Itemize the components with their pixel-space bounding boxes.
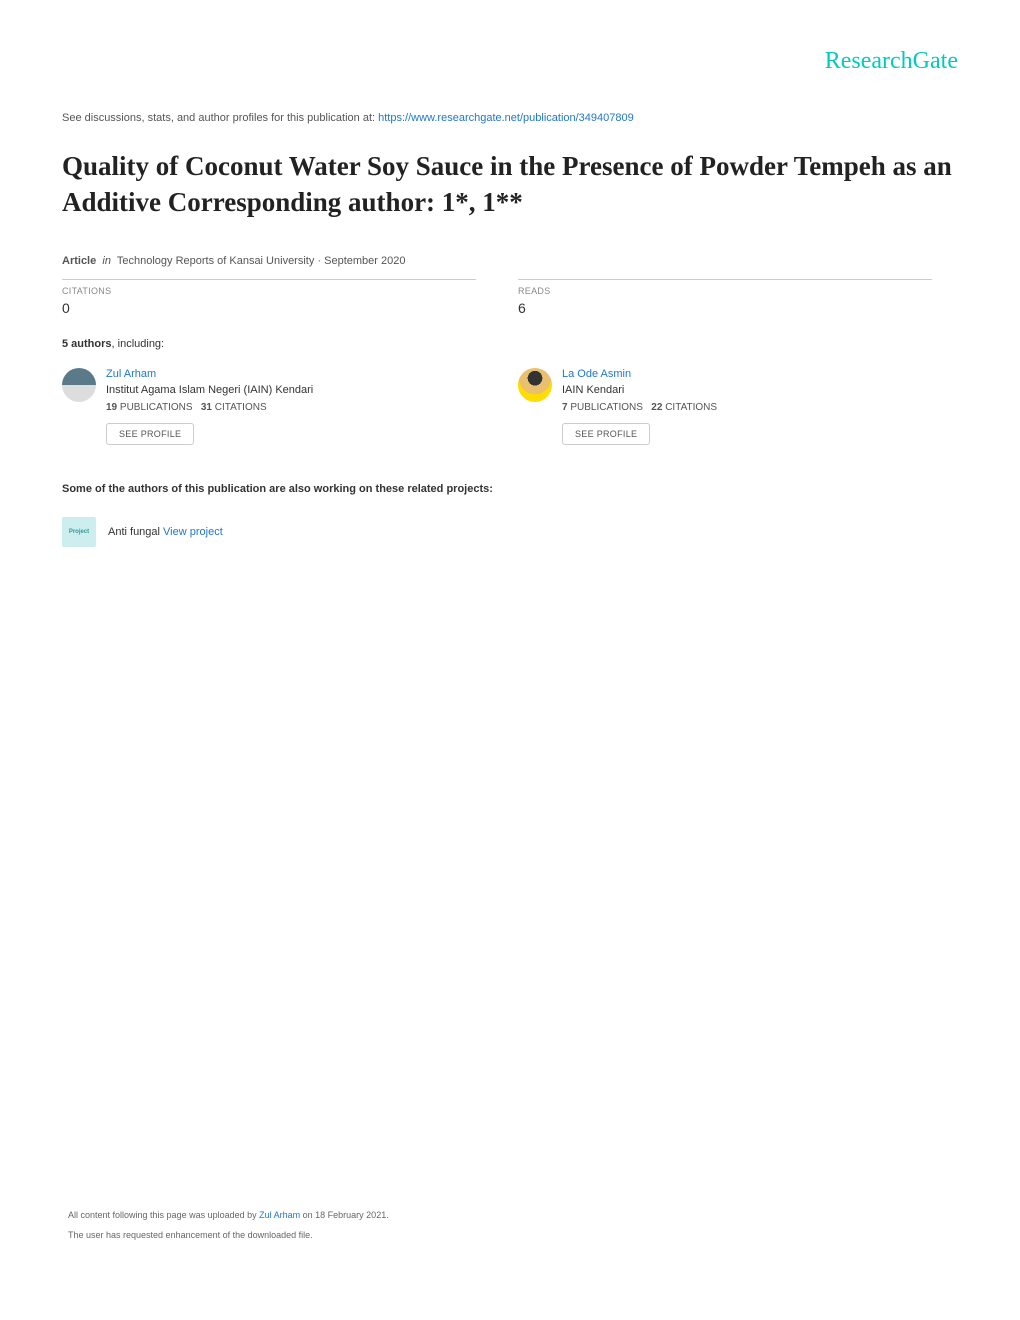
- authors-count-line: 5 authors, including:: [62, 338, 958, 350]
- footer-upload-line: All content following this page was uplo…: [68, 1210, 389, 1220]
- project-name: Anti fungal: [108, 526, 163, 538]
- reads-label: READS: [518, 286, 932, 296]
- author-cits-label: CITATIONS: [665, 402, 717, 413]
- author-info: La Ode Asmin IAIN Kendari 7 PUBLICATIONS…: [562, 368, 717, 445]
- author-metrics: 19 PUBLICATIONS 31 CITATIONS: [106, 402, 313, 413]
- main-content: See discussions, stats, and author profi…: [62, 112, 958, 547]
- footer-enhancement-line: The user has requested enhancement of th…: [68, 1230, 313, 1240]
- citations-column: CITATIONS 0: [62, 279, 476, 316]
- project-row: Project Anti fungal View project: [62, 517, 958, 547]
- divider: [518, 279, 932, 280]
- see-discussions-line: See discussions, stats, and author profi…: [62, 112, 958, 124]
- author-pubs-count: 7: [562, 402, 568, 413]
- footer-suffix: on 18 February 2021.: [300, 1210, 389, 1220]
- footer-prefix: All content following this page was uplo…: [68, 1210, 259, 1220]
- author-pubs-count: 19: [106, 402, 117, 413]
- article-label: Article: [62, 255, 96, 267]
- journal-line: Technology Reports of Kansai University …: [117, 255, 406, 267]
- divider: [62, 279, 476, 280]
- footer-author-link[interactable]: Zul Arham: [259, 1210, 300, 1220]
- see-prefix: See discussions, stats, and author profi…: [62, 112, 378, 124]
- reads-value: 6: [518, 300, 932, 316]
- spacer: [476, 279, 518, 316]
- authors-suffix: , including:: [112, 338, 165, 350]
- author-cits-count: 22: [651, 402, 662, 413]
- author-pubs-label: PUBLICATIONS: [120, 402, 193, 413]
- related-projects-heading: Some of the authors of this publication …: [62, 483, 958, 495]
- author-pubs-label: PUBLICATIONS: [570, 402, 643, 413]
- project-text: Anti fungal View project: [108, 526, 223, 538]
- project-icon: Project: [62, 517, 96, 547]
- publication-title: Quality of Coconut Water Soy Sauce in th…: [62, 148, 958, 221]
- author-name-link[interactable]: Zul Arham: [106, 368, 156, 380]
- author-cits-label: CITATIONS: [215, 402, 267, 413]
- project-icon-label: Project: [69, 529, 89, 535]
- authors-row: Zul Arham Institut Agama Islam Negeri (I…: [62, 368, 958, 445]
- author-metrics: 7 PUBLICATIONS 22 CITATIONS: [562, 402, 717, 413]
- in-label: in: [102, 255, 111, 267]
- author-avatar[interactable]: [62, 368, 96, 402]
- authors-count: 5 authors: [62, 338, 112, 350]
- see-profile-button[interactable]: SEE PROFILE: [562, 423, 650, 445]
- author-cits-count: 31: [201, 402, 212, 413]
- researchgate-logo: ResearchGate: [825, 48, 958, 75]
- author-avatar[interactable]: [518, 368, 552, 402]
- author-name-link[interactable]: La Ode Asmin: [562, 368, 631, 380]
- article-meta-line: Article in Technology Reports of Kansai …: [62, 255, 958, 267]
- see-profile-button[interactable]: SEE PROFILE: [106, 423, 194, 445]
- reads-column: READS 6: [518, 279, 932, 316]
- citations-label: CITATIONS: [62, 286, 476, 296]
- view-project-link[interactable]: View project: [163, 526, 223, 538]
- author-info: Zul Arham Institut Agama Islam Negeri (I…: [106, 368, 313, 445]
- author-card: Zul Arham Institut Agama Islam Negeri (I…: [62, 368, 476, 445]
- publication-url-link[interactable]: https://www.researchgate.net/publication…: [378, 112, 634, 124]
- author-institution: Institut Agama Islam Negeri (IAIN) Kenda…: [106, 384, 313, 396]
- author-institution: IAIN Kendari: [562, 384, 717, 396]
- citations-value: 0: [62, 300, 476, 316]
- author-card: La Ode Asmin IAIN Kendari 7 PUBLICATIONS…: [518, 368, 932, 445]
- stats-row: CITATIONS 0 READS 6: [62, 279, 958, 316]
- spacer: [476, 368, 518, 445]
